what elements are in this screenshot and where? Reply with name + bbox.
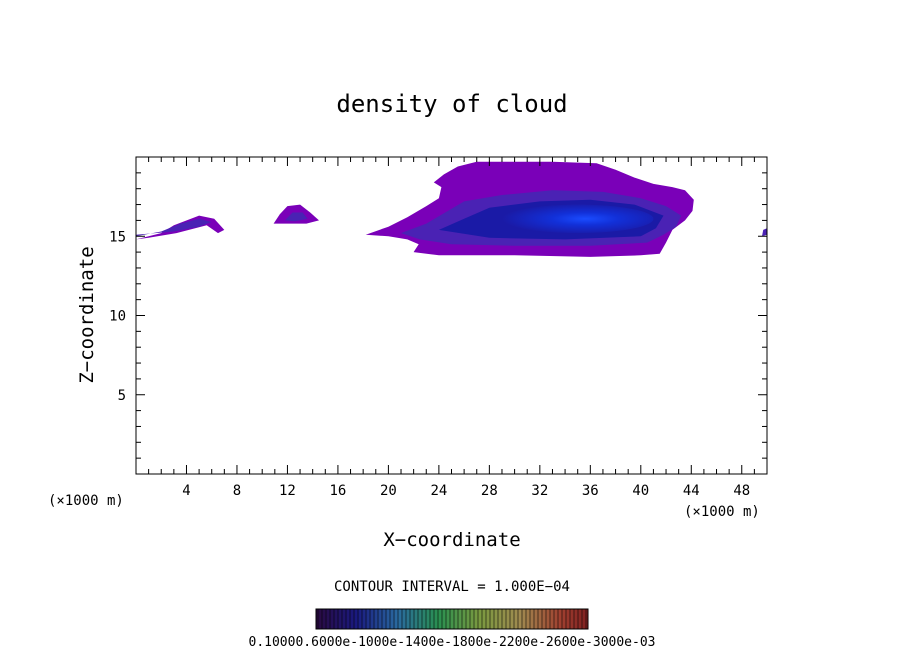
x-tick-label: 4 — [182, 483, 190, 499]
x-axis: 4 8 12 16 20 24 28 32 36 40 44 48 — [148, 157, 755, 499]
cloud-small-inner — [284, 212, 308, 222]
y-axis-label: Z−coordinate — [76, 246, 98, 383]
x-tick-label: 28 — [481, 483, 498, 499]
x-tick-label: 40 — [632, 483, 649, 499]
x-axis-label: X−coordinate — [383, 529, 520, 551]
colorbar-fill — [315, 608, 589, 630]
x-unit-label-right: (×1000 m) — [684, 504, 760, 520]
x-tick-label: 32 — [531, 483, 548, 499]
colorbar — [315, 608, 589, 630]
y-tick-label: 10 — [109, 309, 126, 325]
x-tick-label: 20 — [380, 483, 397, 499]
y-tick-label: 15 — [109, 229, 126, 245]
colorbar-stripes — [317, 609, 587, 629]
x-unit-label-left: (×1000 m) — [48, 493, 124, 509]
y-tick-label: 5 — [118, 388, 126, 404]
colorbar-tick-labels: 0.10000.6000e-1000e-1400e-1800e-2200e-26… — [249, 635, 656, 650]
x-tick-label: 48 — [733, 483, 750, 499]
y-axis: 5 10 15 — [109, 172, 767, 459]
x-tick-label: 8 — [233, 483, 241, 499]
x-tick-label: 12 — [279, 483, 296, 499]
x-tick-label: 36 — [582, 483, 599, 499]
cloud-main-core — [501, 204, 654, 234]
chart-title: density of cloud — [336, 90, 567, 118]
x-tick-label: 24 — [430, 483, 447, 499]
contour-interval-label: CONTOUR INTERVAL = 1.000E−04 — [334, 579, 570, 595]
cloud-left-inner — [136, 218, 212, 237]
cloud-edge — [762, 228, 767, 237]
cloud-field — [136, 161, 767, 257]
x-tick-label: 16 — [329, 483, 346, 499]
x-tick-label: 44 — [683, 483, 700, 499]
